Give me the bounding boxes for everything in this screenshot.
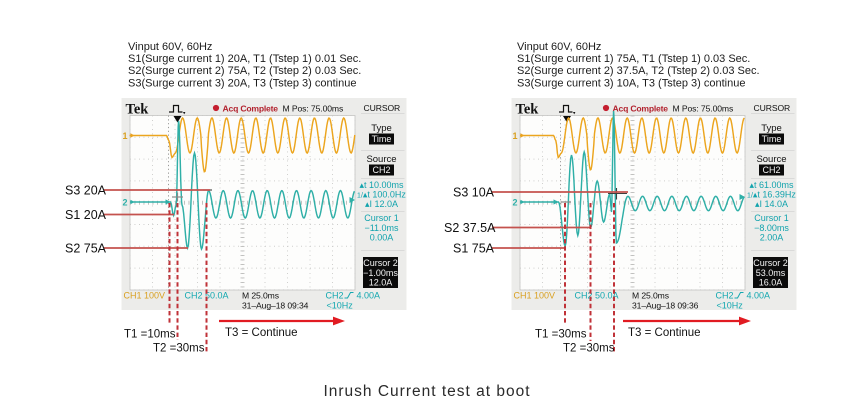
svg-text:−11.0ms: −11.0ms: [364, 223, 399, 233]
svg-text:53.0ms: 53.0ms: [756, 268, 786, 278]
svg-text:CH1 100V: CH1 100V: [124, 291, 166, 301]
svg-text:S1 75A: S1 75A: [453, 242, 495, 256]
svg-text:Vinput 60V, 60Hz: Vinput 60V, 60Hz: [128, 41, 212, 53]
svg-text:S1(Surge current 1) 75A, T1 (T: S1(Surge current 1) 75A, T1 (Tstep 1) 0.…: [517, 53, 750, 65]
svg-text:CH1 100V: CH1 100V: [514, 291, 556, 301]
svg-text:16.0A: 16.0A: [759, 278, 783, 288]
svg-text:S2 37.5A: S2 37.5A: [444, 221, 496, 235]
svg-text:CH2: CH2: [372, 165, 390, 175]
svg-text:S1 20A: S1 20A: [65, 208, 107, 222]
svg-text:▴t 61.00ms: ▴t 61.00ms: [749, 180, 794, 190]
svg-text:31–Aug–18 09:36: 31–Aug–18 09:36: [632, 301, 699, 311]
svg-text:T3 = Continue: T3 = Continue: [628, 327, 701, 339]
svg-text:T3 = Continue: T3 = Continue: [225, 327, 298, 339]
svg-text:Tek: Tek: [516, 102, 540, 118]
svg-text:<10Hz: <10Hz: [327, 301, 354, 311]
svg-text:Inrush Current test at boot: Inrush Current test at boot: [323, 383, 530, 400]
svg-text:S1(Surge current 1) 20A, T1 (T: S1(Surge current 1) 20A, T1 (Tstep 1) 0.…: [128, 53, 361, 65]
svg-text:CH2: CH2: [716, 291, 734, 301]
svg-text:S3(Surge current 3) 20A, T3 (T: S3(Surge current 3) 20A, T3 (Tstep 3) co…: [128, 77, 356, 89]
svg-text:Time: Time: [372, 134, 392, 144]
svg-text:S3 10A: S3 10A: [453, 186, 495, 200]
svg-text:S3(Surge current 3) 10A, T3 (T: S3(Surge current 3) 10A, T3 (Tstep 3) co…: [517, 77, 745, 89]
svg-text:<10Hz: <10Hz: [717, 301, 744, 311]
svg-text:T2 =30ms: T2 =30ms: [563, 343, 615, 355]
svg-text:Acq Complete: Acq Complete: [223, 104, 279, 114]
svg-text:0.00A: 0.00A: [370, 233, 394, 243]
svg-text:S3 20A: S3 20A: [65, 184, 107, 198]
svg-text:1: 1: [123, 131, 128, 141]
svg-text:S2 75A: S2 75A: [65, 242, 107, 256]
svg-text:2.00A: 2.00A: [760, 233, 784, 243]
svg-text:CH2 50.0A: CH2 50.0A: [185, 291, 229, 301]
svg-text:1/▴t 100.0Hz: 1/▴t 100.0Hz: [357, 190, 406, 200]
svg-text:Type: Type: [761, 123, 782, 134]
svg-text:▴I 12.0A: ▴I 12.0A: [365, 199, 398, 209]
svg-text:M 25.0ms: M 25.0ms: [242, 291, 279, 301]
svg-text:4.00A: 4.00A: [357, 291, 381, 301]
svg-text:Cursor 1: Cursor 1: [754, 213, 789, 223]
svg-text:M Pos: 75.00ms: M Pos: 75.00ms: [673, 104, 734, 114]
svg-text:M 25.0ms: M 25.0ms: [632, 291, 669, 301]
svg-text:CH2: CH2: [326, 291, 344, 301]
svg-text:−1.00ms: −1.00ms: [363, 268, 398, 278]
svg-text:Vinput 60V, 60Hz: Vinput 60V, 60Hz: [517, 41, 601, 53]
svg-text:4.00A: 4.00A: [747, 291, 771, 301]
svg-text:S2(Surge current 2) 75A, T2 (T: S2(Surge current 2) 75A, T2 (Tstep 2) 0.…: [128, 65, 361, 77]
svg-text:Time: Time: [762, 134, 782, 144]
svg-text:Source: Source: [756, 154, 786, 165]
svg-text:T1 =30ms: T1 =30ms: [535, 329, 587, 341]
svg-text:Cursor 2: Cursor 2: [753, 258, 788, 268]
svg-text:−8.00ms: −8.00ms: [754, 223, 789, 233]
svg-text:31–Aug–18 09:34: 31–Aug–18 09:34: [242, 301, 309, 311]
svg-text:CURSOR: CURSOR: [364, 103, 401, 113]
svg-text:Acq Complete: Acq Complete: [613, 104, 669, 114]
svg-text:2: 2: [513, 198, 518, 208]
svg-text:Type: Type: [371, 123, 392, 134]
svg-text:T1 =10ms: T1 =10ms: [124, 329, 176, 341]
svg-text:1: 1: [513, 131, 518, 141]
svg-text:CH2 50.0A: CH2 50.0A: [575, 291, 619, 301]
svg-text:Cursor 2: Cursor 2: [363, 258, 398, 268]
svg-text:▴I 14.0A: ▴I 14.0A: [755, 199, 788, 209]
svg-text:▴t 10.00ms: ▴t 10.00ms: [359, 180, 404, 190]
svg-text:12.0A: 12.0A: [369, 278, 393, 288]
svg-text:M Pos: 75.00ms: M Pos: 75.00ms: [283, 104, 344, 114]
svg-text:CH2: CH2: [762, 165, 780, 175]
svg-text:CURSOR: CURSOR: [754, 103, 791, 113]
svg-text:S2(Surge current 2) 37.5A, T2: S2(Surge current 2) 37.5A, T2 (Tstep 2) …: [517, 65, 760, 77]
svg-text:2: 2: [123, 198, 128, 208]
svg-text:Tek: Tek: [126, 102, 150, 118]
svg-text:Source: Source: [366, 154, 396, 165]
svg-text:Cursor 1: Cursor 1: [364, 213, 399, 223]
svg-text:1/▴t 16.39Hz: 1/▴t 16.39Hz: [747, 190, 796, 200]
svg-text:T2 =30ms: T2 =30ms: [153, 343, 205, 355]
